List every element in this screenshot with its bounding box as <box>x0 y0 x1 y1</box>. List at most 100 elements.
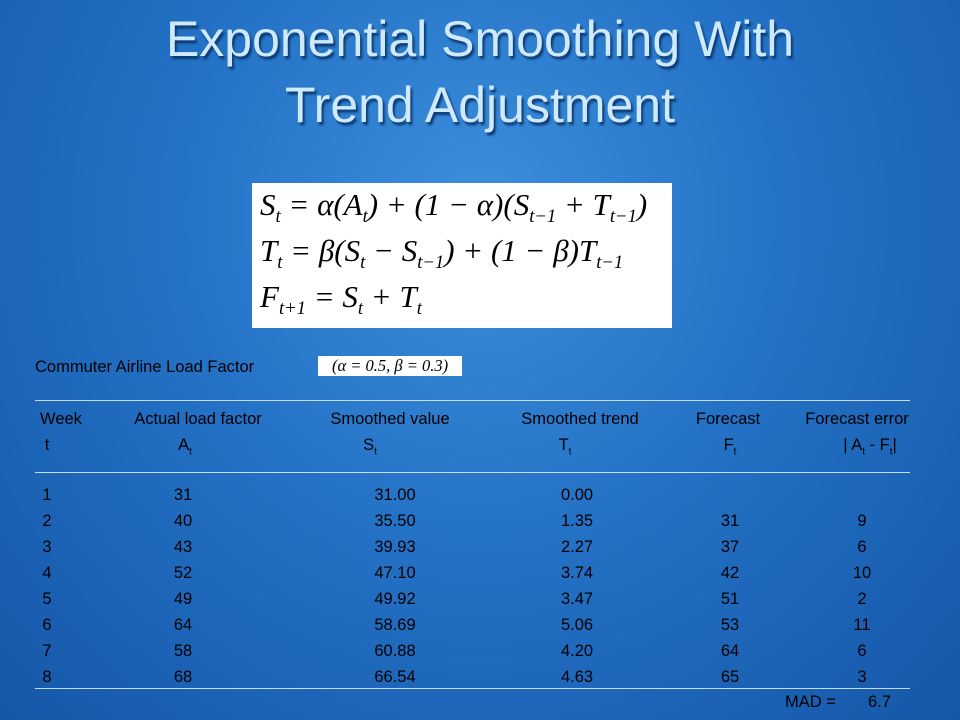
mad-label: MAD = <box>785 693 836 711</box>
subscript: t <box>889 446 893 458</box>
table-cell: 10 <box>852 564 872 582</box>
subscript: t <box>416 298 422 320</box>
table-cell: 49 <box>173 590 193 608</box>
table-cell: 0.00 <box>560 486 594 504</box>
table-cell: 52 <box>173 564 193 582</box>
mad-value: 6.7 <box>868 693 891 711</box>
rule <box>35 688 910 689</box>
table-cell: 1.35 <box>560 512 594 530</box>
text-part: | A <box>843 436 863 454</box>
table-cell: 40 <box>173 512 193 530</box>
title-line: Trend Adjustment <box>284 77 675 133</box>
table-cell: 58.69 <box>374 616 416 634</box>
table-cell: 4 <box>42 564 52 582</box>
column-header: Actual load factor <box>134 410 262 428</box>
table-cell: 4.20 <box>560 642 594 660</box>
table-cell: 47.10 <box>374 564 416 582</box>
table-cell: 35.50 <box>374 512 416 530</box>
subscript: t <box>277 252 283 274</box>
table-cell: 64 <box>720 642 740 660</box>
rule <box>35 400 910 401</box>
table-cell: 5.06 <box>560 616 594 634</box>
table-cell: 9 <box>857 512 867 530</box>
column-header: Forecast <box>695 410 761 428</box>
subscript: t <box>189 446 192 458</box>
text-part: = β(S <box>282 233 361 268</box>
parameters: (α = 0.5, β = 0.3) <box>318 356 463 376</box>
formula: Tt = β(St − St−1) + (1 − β)Tt−1 <box>260 233 623 274</box>
column-header: Smoothed value <box>330 410 450 428</box>
subscript: t <box>733 446 737 458</box>
table-cell: 43 <box>173 538 193 556</box>
column-subheader: At <box>178 436 192 457</box>
column-subheader: Tt <box>559 436 572 457</box>
table-cell: 6 <box>857 642 867 660</box>
subscript: t−1 <box>596 252 624 274</box>
table-cell: 42 <box>720 564 740 582</box>
table-cell: 3 <box>857 668 867 686</box>
table-cell: 51 <box>720 590 740 608</box>
table-cell: 49.92 <box>374 590 416 608</box>
subscript: t <box>360 252 366 274</box>
subscript: t−1 <box>609 206 637 228</box>
subscript: t <box>568 446 572 458</box>
subscript: t−1 <box>417 252 445 274</box>
text-part: ) + (1 − α)(S <box>367 187 530 222</box>
subscript: t <box>357 298 364 320</box>
table-cell: 8 <box>42 668 52 686</box>
table-cell: 31 <box>720 512 740 530</box>
table-cell: 65 <box>720 668 740 686</box>
table-cell: 1 <box>42 486 52 504</box>
text-part: F <box>723 436 734 454</box>
text-part: T <box>558 436 569 454</box>
text-part: | <box>892 436 897 454</box>
table-cell: 68 <box>173 668 193 686</box>
column-subheader: St <box>363 436 377 457</box>
column-header: Forecast error <box>805 410 909 428</box>
title-line: Exponential Smoothing With <box>165 11 795 67</box>
subscript: t <box>862 446 865 458</box>
table-cell: 31.00 <box>374 486 416 504</box>
column-header: Smoothed trend <box>521 410 639 428</box>
text-part: + T <box>556 187 610 222</box>
formula: St = α(At) + (1 − α)(St−1 + Tt−1) <box>260 187 647 228</box>
table-cell: 66.54 <box>374 668 416 686</box>
text-part: + T <box>363 279 417 314</box>
text-part: = α(A <box>280 187 363 222</box>
table-cell: 4.63 <box>560 668 594 686</box>
text-part: - F <box>864 436 890 454</box>
rule <box>35 472 910 473</box>
table-cell: 31 <box>173 486 193 504</box>
caption: Commuter Airline Load Factor <box>35 358 255 376</box>
table-cell: 3.47 <box>560 590 594 608</box>
subscript: t−1 <box>529 206 557 228</box>
table-cell: 2 <box>857 590 867 608</box>
column-subheader: Ft <box>724 436 737 457</box>
text-part: = S <box>305 279 358 314</box>
text-part: ) <box>636 187 648 222</box>
text-part: T <box>260 233 278 268</box>
table-cell: 53 <box>720 616 740 634</box>
column-subheader: | At - Ft| <box>843 436 897 457</box>
formula-box: St = α(At) + (1 − α)(St−1 + Tt−1) Tt = β(… <box>252 183 672 328</box>
text-part: A <box>178 436 190 454</box>
table-cell: 2 <box>42 512 52 530</box>
column-subheader: t <box>45 436 50 455</box>
table-cell: 5 <box>42 590 52 608</box>
table-cell: 2.27 <box>560 538 594 556</box>
text-part: − S <box>365 233 418 268</box>
table-cell: 6 <box>42 616 52 634</box>
table-cell: 60.88 <box>374 642 416 660</box>
table-cell: 3 <box>42 538 52 556</box>
text-part: ) + (1 − β)T <box>444 233 597 268</box>
subscript: t <box>374 446 377 458</box>
table-cell: 39.93 <box>374 538 416 556</box>
text-part: t <box>44 436 50 454</box>
table-cell: 37 <box>720 538 740 556</box>
table-cell: 11 <box>853 616 871 634</box>
text-part: F <box>260 279 279 314</box>
table-cell: 3.74 <box>560 564 594 582</box>
subscript: t <box>275 206 281 228</box>
subscript: t <box>362 206 368 228</box>
